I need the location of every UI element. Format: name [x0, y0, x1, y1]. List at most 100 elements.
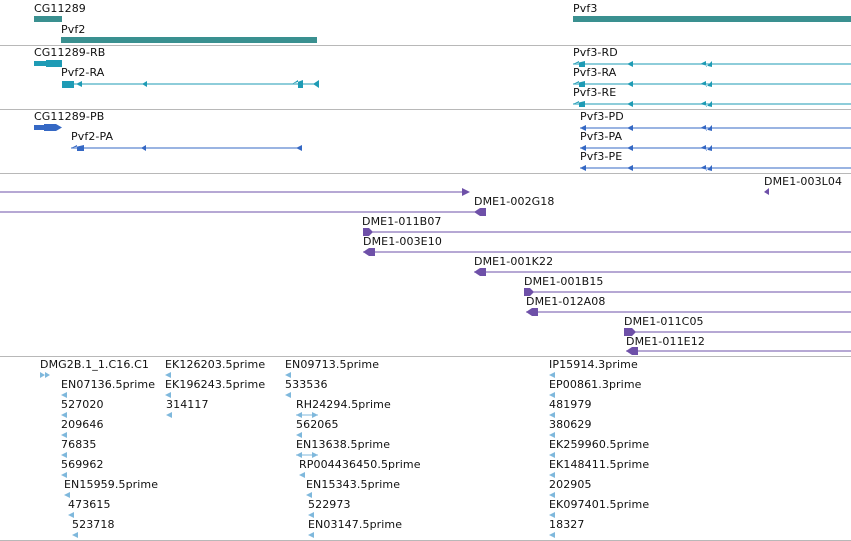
- mrna-label[interactable]: Pvf2-RA: [61, 66, 105, 79]
- est-label[interactable]: 202905: [549, 478, 592, 491]
- gene-label-Pvf2[interactable]: Pvf2: [61, 23, 86, 36]
- est-feature[interactable]: [61, 412, 67, 418]
- protein-Pvf2-PA-feature[interactable]: [71, 145, 302, 151]
- est-feature[interactable]: [40, 372, 50, 378]
- gene-label-Pvf3[interactable]: Pvf3: [573, 2, 598, 15]
- clone-DME1-003L04-feature[interactable]: [764, 188, 769, 195]
- est-feature[interactable]: [61, 432, 67, 438]
- est-feature[interactable]: [285, 372, 291, 378]
- mrna-label[interactable]: CG11289-RB: [34, 46, 106, 59]
- est-label[interactable]: EN09713.5prime: [285, 358, 380, 371]
- est-label[interactable]: RH24294.5prime: [296, 398, 391, 411]
- est-label[interactable]: 481979: [549, 398, 592, 411]
- est-label[interactable]: EK196243.5prime: [165, 378, 266, 391]
- est-label[interactable]: EK126203.5prime: [165, 358, 266, 371]
- est-feature[interactable]: [306, 492, 312, 498]
- est-feature[interactable]: [549, 532, 555, 538]
- mrna-Pvf3-RD-feature[interactable]: [573, 61, 851, 67]
- gene-CG11289-feature[interactable]: [34, 16, 62, 22]
- clone-label[interactable]: DME1-011E12: [626, 335, 705, 348]
- clone-label[interactable]: DME1-003E10: [363, 235, 442, 248]
- est-feature[interactable]: [299, 472, 305, 478]
- clone-DME1-002G18-feature[interactable]: [0, 188, 486, 216]
- clone-label[interactable]: DME1-001B15: [524, 275, 604, 288]
- est-feature[interactable]: [296, 452, 318, 458]
- est-feature[interactable]: [549, 392, 555, 398]
- est-label[interactable]: 18327: [549, 518, 585, 531]
- mrna-label[interactable]: Pvf3-RA: [573, 66, 617, 79]
- est-feature[interactable]: [308, 532, 314, 538]
- est-feature[interactable]: [308, 512, 314, 518]
- est-feature[interactable]: [549, 512, 555, 518]
- est-feature[interactable]: [296, 412, 318, 418]
- clone-label[interactable]: DME1-012A08: [526, 295, 606, 308]
- protein-Pvf3-PE-feature[interactable]: [580, 165, 851, 171]
- protein-label[interactable]: Pvf3-PD: [580, 110, 624, 123]
- est-label[interactable]: 473615: [68, 498, 111, 511]
- protein-label[interactable]: Pvf2-PA: [71, 130, 114, 143]
- est-label[interactable]: EN13638.5prime: [296, 438, 391, 451]
- est-label[interactable]: DMG2B.1_1.C16.C1: [40, 358, 149, 371]
- est-label[interactable]: EN07136.5prime: [61, 378, 156, 391]
- protein-Pvf3-PA-feature[interactable]: [580, 145, 851, 151]
- clone-DME1-011B07-feature[interactable]: [363, 228, 851, 236]
- est-feature[interactable]: [166, 412, 172, 418]
- clone-DME1-012A08-feature[interactable]: [526, 308, 851, 316]
- est-label[interactable]: EK259960.5prime: [549, 438, 650, 451]
- est-feature[interactable]: [61, 392, 67, 398]
- protein-label[interactable]: CG11289-PB: [34, 110, 105, 123]
- clone-DME1-003E10-feature[interactable]: [363, 248, 851, 256]
- clone-DME1-001B15-feature[interactable]: [524, 288, 851, 296]
- est-label[interactable]: EK097401.5prime: [549, 498, 650, 511]
- est-feature[interactable]: [64, 492, 70, 498]
- est-label[interactable]: 562065: [296, 418, 339, 431]
- protein-label[interactable]: Pvf3-PE: [580, 150, 623, 163]
- clone-label[interactable]: DME1-011B07: [362, 215, 442, 228]
- mrna-CG11289-RB-feature[interactable]: [34, 60, 62, 67]
- clone-DME1-011C05-feature[interactable]: [624, 328, 851, 336]
- est-feature[interactable]: [549, 412, 555, 418]
- clone-DME1-011E12-feature[interactable]: [626, 347, 851, 355]
- est-label[interactable]: 523718: [72, 518, 115, 531]
- protein-label[interactable]: Pvf3-PA: [580, 130, 623, 143]
- est-label[interactable]: RP004436450.5prime: [299, 458, 421, 471]
- est-feature[interactable]: [61, 472, 67, 478]
- est-label[interactable]: 527020: [61, 398, 104, 411]
- est-feature[interactable]: [165, 372, 171, 378]
- est-label[interactable]: EN15959.5prime: [64, 478, 159, 491]
- mrna-Pvf3-RA-feature[interactable]: [573, 81, 851, 87]
- clone-label[interactable]: DME1-003L04: [764, 175, 843, 188]
- est-label[interactable]: 380629: [549, 418, 592, 431]
- est-label[interactable]: EN15343.5prime: [306, 478, 401, 491]
- est-feature[interactable]: [549, 372, 555, 378]
- gene-Pvf3-feature[interactable]: [573, 16, 851, 22]
- est-feature[interactable]: [549, 472, 555, 478]
- clone-label[interactable]: DME1-001K22: [474, 255, 554, 268]
- protein-Pvf3-PD-feature[interactable]: [580, 125, 851, 131]
- est-feature[interactable]: [165, 392, 171, 398]
- est-label[interactable]: 569962: [61, 458, 104, 471]
- gene-label-CG11289[interactable]: CG11289: [34, 2, 86, 15]
- est-label[interactable]: 76835: [61, 438, 97, 451]
- mrna-label[interactable]: Pvf3-RD: [573, 46, 618, 59]
- est-label[interactable]: EK148411.5prime: [549, 458, 650, 471]
- mrna-Pvf3-RE-feature[interactable]: [573, 101, 851, 107]
- gene-Pvf2-feature[interactable]: [61, 37, 317, 43]
- est-label[interactable]: 522973: [308, 498, 351, 511]
- est-feature[interactable]: [61, 452, 67, 458]
- est-feature[interactable]: [296, 432, 302, 438]
- est-feature[interactable]: [549, 432, 555, 438]
- est-feature[interactable]: [549, 452, 555, 458]
- est-label[interactable]: IP15914.3prime: [549, 358, 638, 371]
- clone-label[interactable]: DME1-002G18: [474, 195, 555, 208]
- est-feature[interactable]: [549, 492, 555, 498]
- protein-CG11289-PB-feature[interactable]: [34, 124, 62, 131]
- est-label[interactable]: EP00861.3prime: [549, 378, 642, 391]
- est-label[interactable]: 533536: [285, 378, 328, 391]
- est-feature[interactable]: [72, 532, 78, 538]
- est-feature[interactable]: [285, 392, 291, 398]
- est-feature[interactable]: [68, 512, 74, 518]
- est-label[interactable]: 314117: [166, 398, 209, 411]
- est-label[interactable]: EN03147.5prime: [308, 518, 403, 531]
